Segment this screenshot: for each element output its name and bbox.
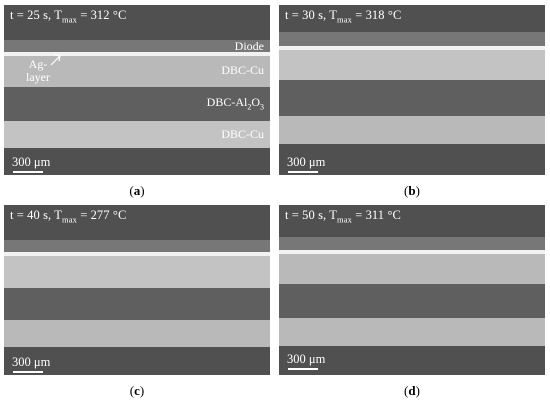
dbc-cu-bottom-label: DBC-Cu [221,127,264,141]
caption-c: (c) [129,383,145,398]
ag-layer-arrow-icon [50,54,61,66]
panel-c-time-temperature: t = 40 s, Tmax = 277 °C [10,208,127,225]
micrograph-panel-c: t = 40 s, Tmax = 277 °C 300 μm [4,205,270,375]
panel-b-scale-label: 300 μm [287,155,326,169]
panel-d-time-temperature: t = 50 s, Tmax = 311 °C [285,208,401,225]
caption-d: (d) [404,383,420,398]
micrograph-panel-a: t = 25 s, Tmax = 312 °C Diode Ag- layer … [4,5,270,175]
panel-c-scale-label: 300 μm [12,355,51,369]
panel-d-scale-label: 300 μm [287,352,326,366]
micrograph-panel-b: t = 30 s, Tmax = 318 °C 300 μm [279,5,545,175]
dbc-al2o3-label: DBC-Al2O3 [206,95,264,112]
panel-c-scale-bar [13,371,43,373]
panel-a-time-temperature: t = 25 s, Tmax = 312 °C [10,8,127,25]
caption-a: (a) [129,183,145,198]
panel-b-scale-bar [288,171,318,173]
panel-b-time-temperature: t = 30 s, Tmax = 318 °C [285,8,402,25]
dbc-cu-top-label: DBC-Cu [221,63,264,77]
panel-a-scale-bar [13,171,43,173]
ag-layer-label: Ag- layer [26,57,50,84]
panel-a-scale-label: 300 μm [12,155,51,169]
panel-d-scale-bar [288,368,318,370]
micrograph-panel-d: t = 50 s, Tmax = 311 °C 300 μm [279,205,545,375]
diode-label: Diode [234,39,264,53]
caption-b: (b) [404,183,420,198]
